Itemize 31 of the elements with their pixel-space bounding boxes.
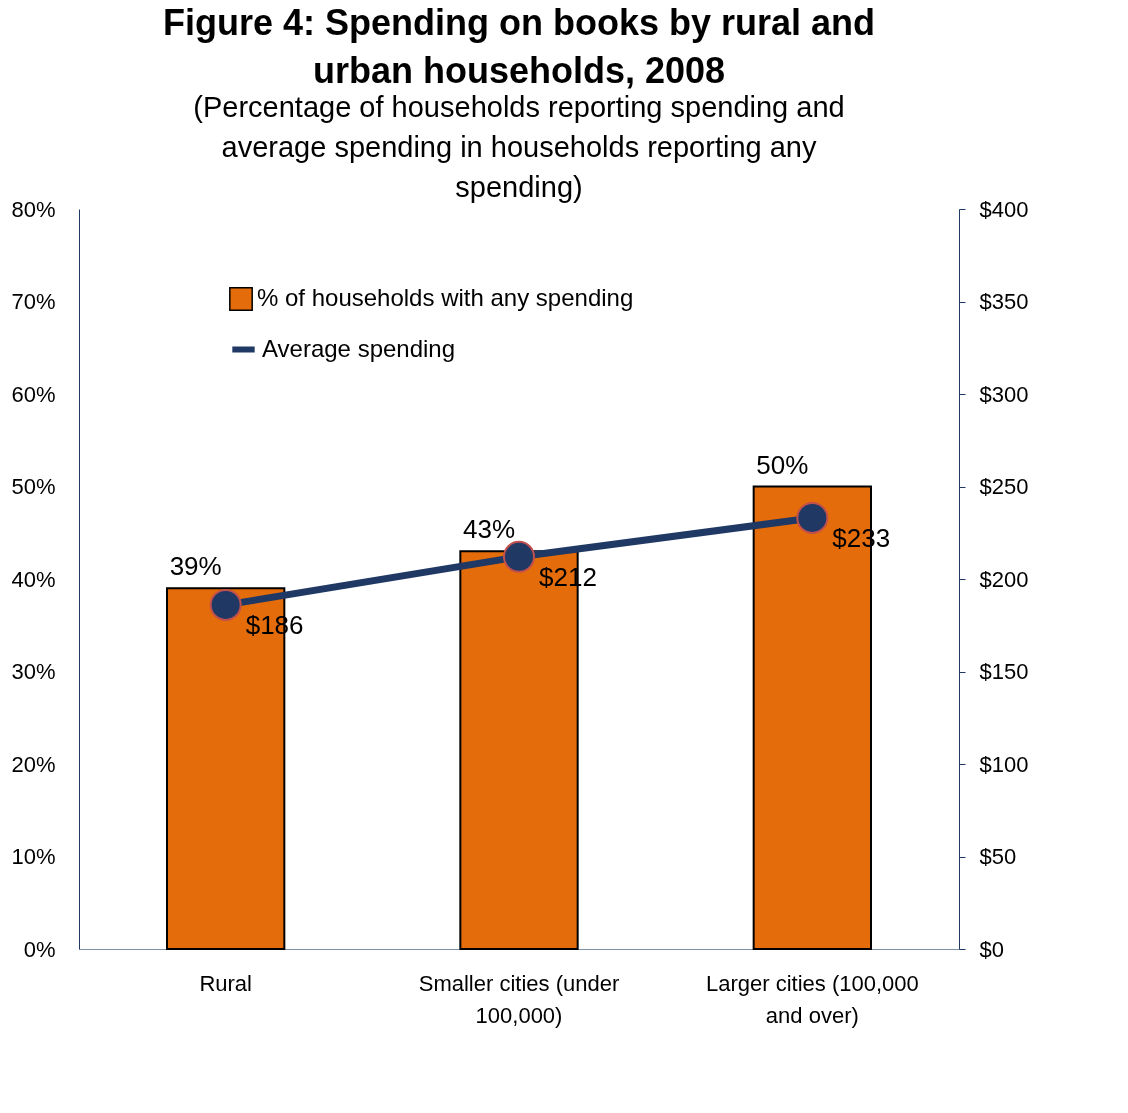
y-tick-label: 10%	[11, 844, 56, 869]
point	[503, 540, 535, 573]
legend-label: Average spending	[262, 334, 456, 362]
y-tick-label: 0%	[23, 936, 56, 962]
data-label: 43%	[462, 514, 516, 545]
y2-tick-label: $300	[979, 381, 1029, 407]
chart-title: Figure 4: Spending on books by rural and urban households, 2008	[162, 2, 876, 91]
y-tick-label: 80%	[11, 196, 56, 222]
x-tick-label: Smaller cities (under 100,000)	[418, 970, 620, 1028]
y2-tick-label: $400	[979, 196, 1029, 222]
y-tick-label: 40%	[11, 566, 56, 592]
y-tick-label: 30%	[11, 659, 56, 684]
point	[796, 501, 829, 534]
x-tick-label: Rural	[199, 970, 252, 996]
data-label: 39%	[169, 551, 222, 582]
y2-tick-label: $150	[979, 659, 1029, 684]
y-tick-label: 20%	[11, 751, 56, 777]
y2-tick-label: $100	[979, 751, 1029, 777]
y-tick-label: 50%	[11, 474, 56, 499]
y2-tick-label: $350	[979, 289, 1029, 314]
data-label: 50%	[756, 449, 809, 480]
y-tick-label: 60%	[11, 381, 56, 407]
y2-tick-label: $200	[979, 566, 1029, 592]
x-tick-label: Larger cities (100,000 and over)	[705, 970, 919, 1028]
point	[209, 588, 242, 621]
y2-tick-label: $0	[979, 936, 1004, 962]
chart-subtitle: (Percentage of households reporting spending and average spending in households reporting any spending)	[193, 91, 845, 203]
legend-label: % of households with any spending	[257, 284, 634, 311]
y2-tick-label: $250	[979, 474, 1029, 499]
y-tick-label: 70%	[11, 289, 56, 314]
y2-tick-label: $50	[979, 844, 1017, 869]
